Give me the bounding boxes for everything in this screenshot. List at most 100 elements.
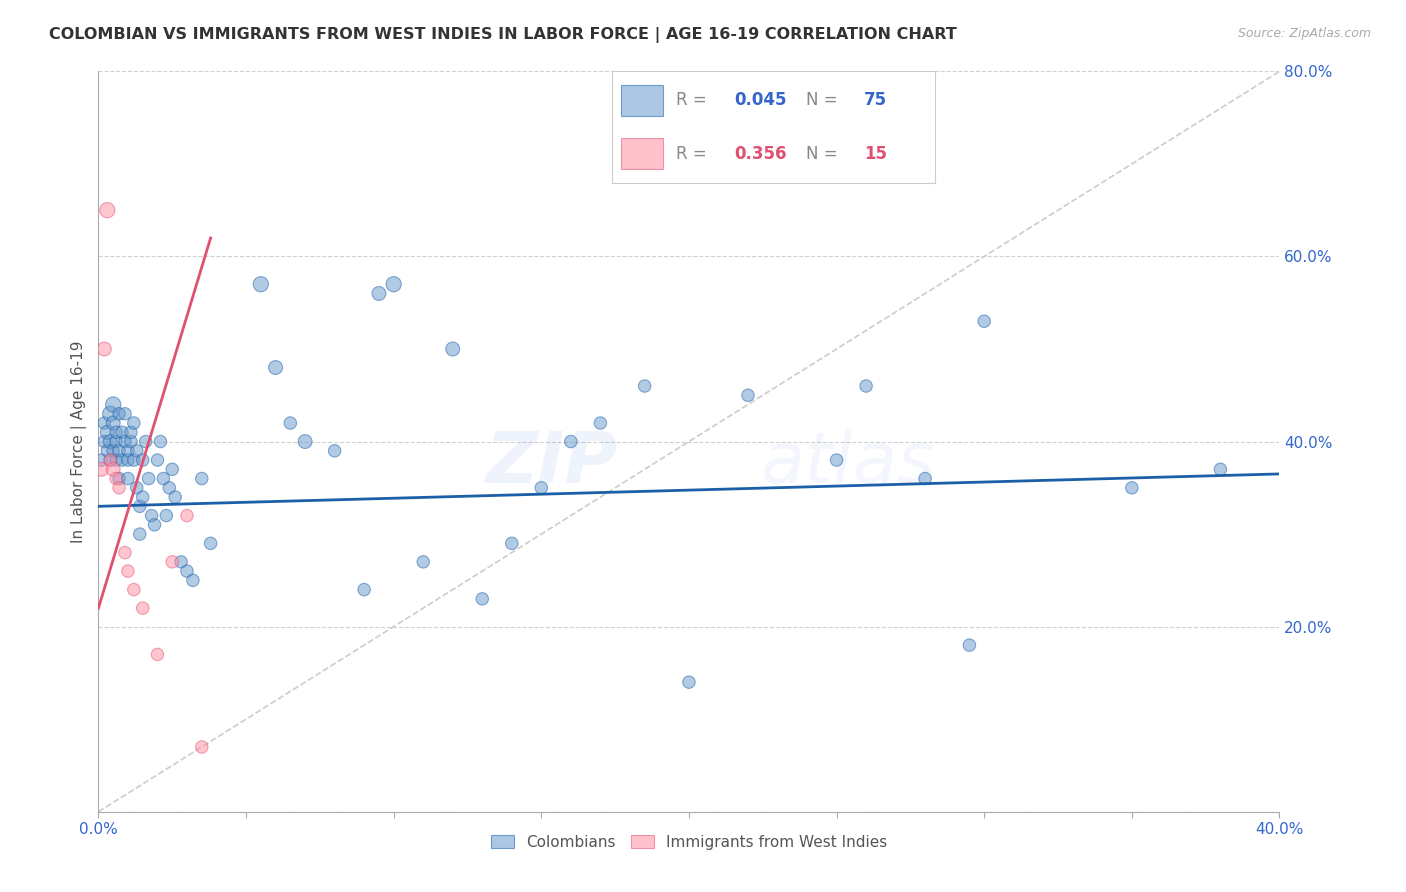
Point — [90, 453, 112, 467]
Point — [264, 360, 287, 375]
Point — [1121, 481, 1143, 495]
Point — [280, 416, 302, 430]
Point — [111, 453, 134, 467]
Point — [152, 472, 174, 486]
Point — [93, 342, 115, 356]
Y-axis label: In Labor Force | Age 16-19: In Labor Force | Age 16-19 — [72, 340, 87, 543]
Point — [155, 508, 177, 523]
Point — [135, 434, 157, 449]
Point — [103, 443, 125, 458]
Point — [294, 434, 316, 449]
Point — [117, 443, 139, 458]
Point — [157, 481, 180, 495]
Text: N =: N = — [806, 145, 842, 163]
Point — [132, 490, 155, 504]
Point — [96, 203, 118, 218]
Text: 75: 75 — [863, 91, 887, 109]
Text: R =: R = — [676, 91, 713, 109]
Point — [96, 425, 118, 440]
Point — [138, 472, 160, 486]
Point — [250, 277, 273, 292]
Point — [90, 462, 112, 476]
Text: R =: R = — [676, 145, 713, 163]
Point — [191, 472, 214, 486]
Point — [98, 434, 121, 449]
Point — [117, 453, 139, 467]
Point — [737, 388, 759, 402]
Point — [122, 416, 145, 430]
Point — [176, 508, 198, 523]
Point — [191, 739, 214, 754]
Text: 0.045: 0.045 — [734, 91, 787, 109]
Text: COLOMBIAN VS IMMIGRANTS FROM WEST INDIES IN LABOR FORCE | AGE 16-19 CORRELATION : COLOMBIAN VS IMMIGRANTS FROM WEST INDIES… — [49, 27, 957, 43]
Point — [105, 472, 128, 486]
Point — [368, 286, 391, 301]
Point — [146, 453, 169, 467]
Point — [105, 453, 128, 467]
Point — [93, 434, 115, 449]
Point — [103, 462, 125, 476]
Point — [105, 425, 128, 440]
Point — [634, 379, 657, 393]
Point — [162, 555, 183, 569]
Point — [973, 314, 995, 328]
Text: N =: N = — [806, 91, 842, 109]
Point — [111, 425, 134, 440]
Point — [108, 472, 131, 486]
Point — [117, 564, 139, 578]
Point — [96, 443, 118, 458]
Point — [441, 342, 464, 356]
Point — [143, 517, 166, 532]
Point — [412, 555, 434, 569]
Point — [128, 500, 150, 514]
Point — [560, 434, 582, 449]
Point — [530, 481, 553, 495]
Point — [825, 453, 848, 467]
Point — [678, 675, 700, 690]
Point — [855, 379, 877, 393]
Point — [914, 472, 936, 486]
Point — [93, 416, 115, 430]
Point — [353, 582, 375, 597]
Point — [120, 425, 142, 440]
Point — [128, 527, 150, 541]
Text: Source: ZipAtlas.com: Source: ZipAtlas.com — [1237, 27, 1371, 40]
Point — [146, 648, 169, 662]
Point — [132, 453, 155, 467]
Point — [125, 443, 148, 458]
Point — [122, 582, 145, 597]
Point — [103, 416, 125, 430]
Point — [162, 462, 183, 476]
Point — [141, 508, 163, 523]
Point — [959, 638, 981, 652]
Text: atlas: atlas — [759, 429, 935, 499]
Point — [108, 481, 131, 495]
Point — [1209, 462, 1232, 476]
Point — [165, 490, 187, 504]
Point — [471, 591, 494, 606]
FancyBboxPatch shape — [621, 138, 664, 169]
Point — [114, 545, 136, 560]
Point — [120, 434, 142, 449]
Point — [200, 536, 222, 550]
Point — [125, 481, 148, 495]
Point — [176, 564, 198, 578]
Point — [98, 453, 121, 467]
Point — [98, 407, 121, 421]
Point — [105, 434, 128, 449]
Point — [132, 601, 155, 615]
FancyBboxPatch shape — [621, 85, 664, 116]
Point — [117, 472, 139, 486]
Point — [114, 434, 136, 449]
Point — [108, 407, 131, 421]
Point — [382, 277, 405, 292]
Point — [122, 453, 145, 467]
Text: 0.356: 0.356 — [734, 145, 787, 163]
Point — [114, 407, 136, 421]
Point — [149, 434, 172, 449]
Legend: Colombians, Immigrants from West Indies: Colombians, Immigrants from West Indies — [485, 829, 893, 856]
Point — [323, 443, 346, 458]
Point — [181, 574, 204, 588]
Point — [103, 398, 125, 412]
Point — [589, 416, 612, 430]
